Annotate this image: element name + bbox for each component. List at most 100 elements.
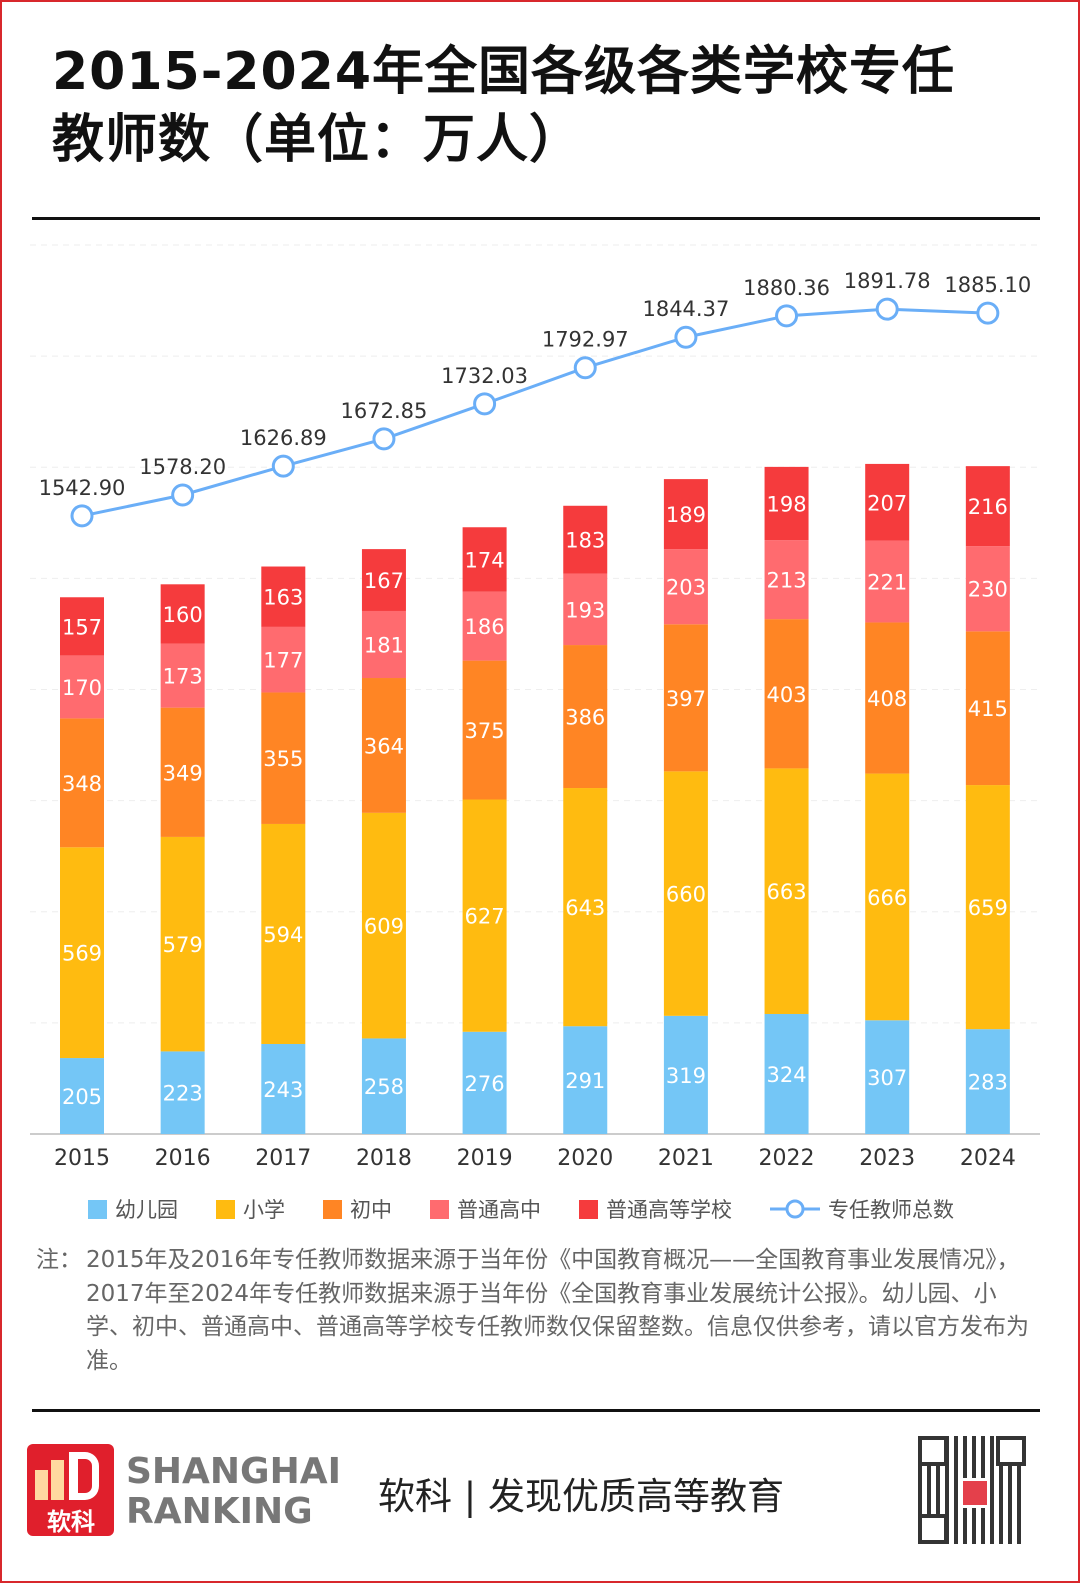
chart-title: 2015-2024年全国各级各类学校专任 教师数（单位：万人） [52, 38, 1052, 174]
x-tick-label: 2018 [356, 1146, 412, 1171]
bar-segment [764, 768, 809, 1014]
bar-segment [160, 584, 205, 644]
line-point [674, 325, 698, 349]
legend-label: 普通高中 [457, 1198, 541, 1222]
bar-data-label: 415 [968, 697, 1008, 721]
bar-segment [462, 660, 507, 800]
bar-segment [965, 631, 1010, 786]
bar-data-label: 349 [163, 761, 203, 785]
line-point [976, 301, 1000, 325]
bar-segment [462, 527, 507, 592]
bar-segment [663, 1015, 708, 1134]
line-point [271, 454, 295, 478]
line-point [372, 427, 396, 451]
bar-segment [160, 707, 205, 837]
bar-data-label: 167 [364, 569, 404, 593]
bar-segment [361, 812, 406, 1039]
line-data-label: 1732.03 [441, 364, 528, 388]
bar-segment [60, 655, 104, 719]
bar-segment [764, 1013, 809, 1134]
bar-segment [663, 624, 708, 772]
bar-data-label: 659 [968, 896, 1008, 920]
shanghai-ranking-logo: 软科 [27, 1444, 114, 1536]
title-line-2: 教师数（单位：万人） [52, 110, 583, 170]
qr-code [918, 1436, 1026, 1544]
bar-data-label: 403 [767, 683, 807, 707]
brand-name: SHANGHAI RANKING [126, 1452, 341, 1532]
x-tick-label: 2017 [255, 1146, 311, 1171]
bar-data-label: 157 [62, 615, 102, 639]
bar-segment [462, 591, 507, 661]
bar-segment [663, 771, 708, 1016]
bar-data-label: 348 [62, 772, 102, 796]
line-point [70, 504, 94, 528]
bar-data-label: 663 [767, 880, 807, 904]
bar-segment [965, 785, 1010, 1030]
legend-label: 普通高等学校 [606, 1198, 732, 1222]
line-data-label: 1844.37 [642, 297, 729, 321]
note-text: 2015年及2016年专任教师数据来源于当年份《中国教育概况——全国教育事业发展… [86, 1247, 1029, 1374]
bar-segment [563, 645, 608, 789]
x-tick-label: 2019 [457, 1146, 513, 1171]
bar-segment [261, 1043, 306, 1134]
bar-data-label: 205 [62, 1085, 102, 1109]
legend-swatch [430, 1199, 449, 1219]
bar-data-label: 319 [666, 1064, 706, 1088]
bar-data-label: 291 [565, 1069, 605, 1093]
bar-segment [563, 1026, 608, 1134]
bar-segment [361, 610, 406, 679]
bar-segment [261, 823, 306, 1044]
footnote: 注： 2015年及2016年专任教师数据来源于当年份《中国教育概况——全国教育事… [36, 1244, 1040, 1378]
line-point [473, 392, 497, 416]
line-point [775, 304, 799, 328]
bar-data-label: 198 [767, 493, 807, 517]
legend-item: 幼儿园 [88, 1194, 178, 1224]
bar-data-label: 386 [565, 706, 605, 730]
x-tick-label: 2021 [658, 1146, 714, 1171]
bar-data-label: 186 [465, 615, 505, 639]
bar-data-label: 193 [565, 598, 605, 622]
bar-data-label: 666 [867, 886, 907, 910]
bar-data-label: 170 [62, 676, 102, 700]
bar-segment [60, 847, 104, 1059]
bar-segment [764, 619, 809, 769]
legend-line-marker-icon [770, 1199, 820, 1219]
x-tick-label: 2024 [960, 1146, 1016, 1171]
bar-data-label: 243 [263, 1078, 303, 1102]
legend-swatch [216, 1199, 235, 1219]
x-tick-label: 2022 [759, 1146, 815, 1171]
legend-swatch [88, 1199, 107, 1219]
bar-data-label: 181 [364, 633, 404, 657]
bar-segment [462, 799, 507, 1032]
x-tick-label: 2023 [859, 1146, 915, 1171]
bar-data-label: 324 [767, 1063, 807, 1087]
bar-data-label: 609 [364, 915, 404, 939]
total-line [81, 307, 988, 518]
legend-item: 小学 [216, 1194, 285, 1224]
bar-segment [663, 479, 708, 550]
bar-data-label: 173 [163, 665, 203, 689]
line-point [573, 356, 597, 380]
legend-swatch [579, 1199, 598, 1219]
bar-data-label: 223 [163, 1082, 203, 1106]
legend-swatch [323, 1199, 342, 1219]
bar-data-label: 276 [465, 1072, 505, 1096]
legend-item: 普通高中 [430, 1194, 541, 1224]
line-data-label: 1626.89 [240, 426, 327, 450]
bar-data-label: 183 [565, 529, 605, 553]
bar-data-label: 375 [465, 719, 505, 743]
brand-line-1: SHANGHAI [126, 1451, 341, 1492]
bar-segment [60, 718, 104, 848]
legend-label: 幼儿园 [115, 1198, 178, 1222]
x-tick-label: 2016 [155, 1146, 211, 1171]
bar-data-label: 408 [867, 687, 907, 711]
bar-data-label: 189 [666, 503, 706, 527]
bar-data-label: 569 [62, 942, 102, 966]
bar-data-label: 258 [364, 1075, 404, 1099]
bar-segment [60, 597, 104, 656]
bar-segment [563, 573, 608, 646]
line-data-label: 1891.78 [844, 269, 931, 293]
bar-segment [160, 1051, 205, 1134]
bar-data-label: 160 [163, 603, 203, 627]
top-divider [32, 217, 1040, 220]
